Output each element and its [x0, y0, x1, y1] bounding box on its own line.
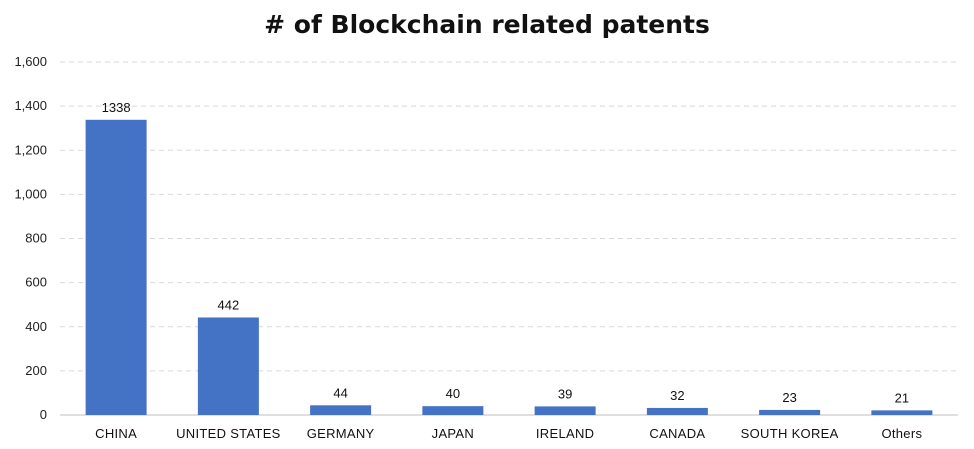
- x-tick-label: GERMANY: [307, 426, 375, 441]
- bar: [871, 410, 933, 415]
- bar: [85, 119, 147, 416]
- data-label: 40: [446, 386, 460, 401]
- data-label: 1338: [102, 100, 131, 115]
- x-tick-label: UNITED STATES: [176, 426, 281, 441]
- y-axis-ticks: 0 200 400 600 800 1,000 1,200 1,400 1,600: [14, 54, 47, 422]
- data-label: 39: [558, 386, 572, 401]
- data-label: 23: [782, 390, 796, 405]
- bar: [759, 409, 821, 415]
- y-tick-label: 1,000: [14, 186, 47, 201]
- bar: [197, 317, 259, 415]
- x-tick-label: IRELAND: [536, 426, 594, 441]
- data-label: 44: [333, 385, 347, 400]
- y-tick-label: 200: [25, 363, 47, 378]
- data-labels: 1338 442 44 40 39 32 23 21: [102, 100, 909, 406]
- x-tick-label: CANADA: [649, 426, 705, 441]
- x-tick-label: SOUTH KOREA: [741, 426, 839, 441]
- x-axis-ticks: CHINA UNITED STATES GERMANY JAPAN IRELAND CAN…: [95, 426, 922, 441]
- x-tick-label: CHINA: [95, 426, 137, 441]
- chart-title: # of Blockchain related patents: [264, 10, 710, 39]
- bar: [534, 406, 596, 415]
- y-tick-label: 800: [25, 231, 47, 246]
- y-tick-label: 1,600: [14, 54, 47, 69]
- y-tick-label: 1,200: [14, 142, 47, 157]
- bar: [310, 405, 372, 415]
- y-tick-label: 1,400: [14, 98, 47, 113]
- bar: [646, 407, 708, 415]
- data-label: 21: [895, 390, 909, 405]
- y-tick-label: 0: [40, 407, 47, 422]
- bar: [422, 406, 484, 415]
- data-label: 442: [218, 297, 240, 312]
- x-tick-label: JAPAN: [432, 426, 474, 441]
- data-label: 32: [670, 388, 684, 403]
- y-tick-label: 600: [25, 275, 47, 290]
- gridlines: [60, 61, 958, 416]
- bars: [85, 119, 933, 416]
- x-tick-label: Others: [881, 426, 922, 441]
- y-tick-label: 400: [25, 319, 47, 334]
